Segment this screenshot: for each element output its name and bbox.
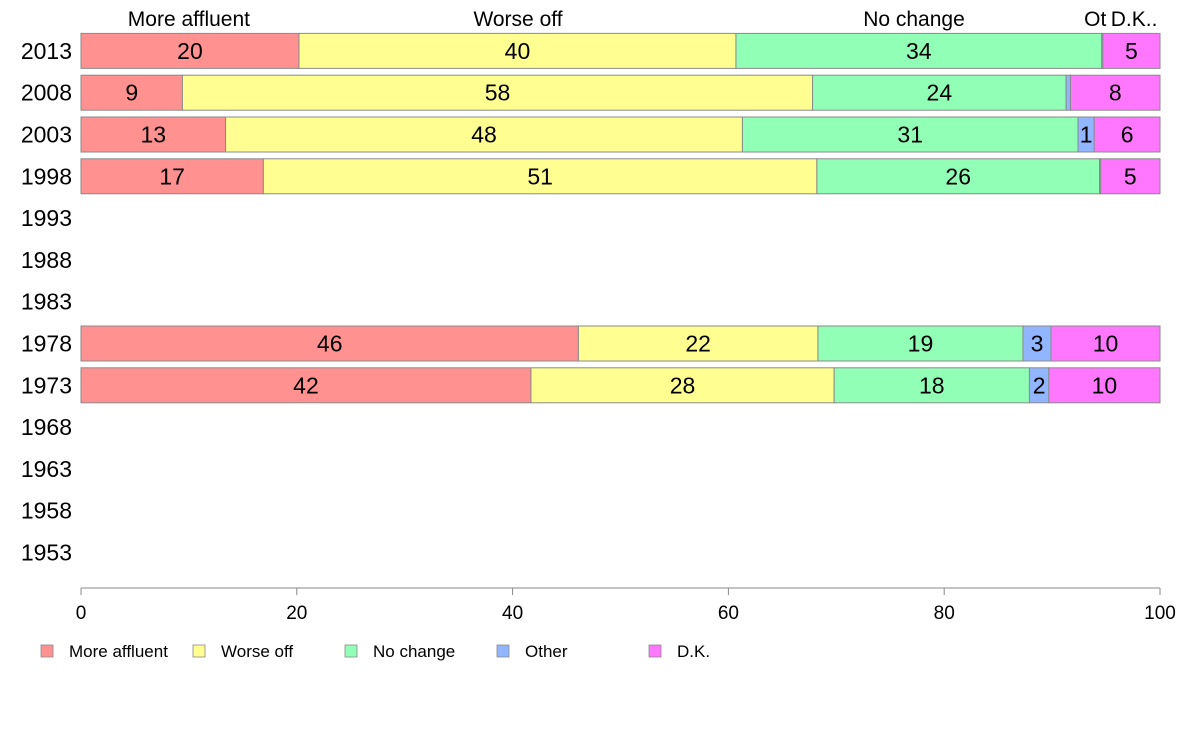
bar-value-label: 42	[293, 372, 319, 398]
bar-value-label: 17	[159, 163, 185, 189]
bar-segment	[817, 325, 1024, 362]
bar-value-label: 1	[1080, 122, 1093, 148]
bars: 20 40 34 5 9 58 24 8 13 48 31 1 6 17 51 26 5 46 22 19 3 10 42 2…	[80, 32, 1161, 404]
bar-segment	[1093, 116, 1161, 153]
series-header-label: Worse off	[473, 8, 562, 31]
legend-label: Worse off	[221, 642, 293, 661]
bar-value-label: 48	[471, 122, 497, 148]
y-tick-label: 1978	[21, 331, 72, 357]
bar-value-label: 9	[125, 80, 138, 106]
y-tick-label: 1953	[21, 540, 72, 566]
bar-value-label: 8	[1109, 80, 1122, 106]
bar-value-label: 31	[897, 122, 923, 148]
bar-segment	[1100, 158, 1161, 195]
x-axis: 0 20 40 60 80 100	[76, 587, 1176, 624]
bar-value-label: 34	[906, 38, 932, 64]
legend-swatch	[344, 644, 358, 658]
bar-segment	[530, 367, 835, 404]
x-tick-label: 0	[76, 603, 87, 624]
bar-segment	[1069, 74, 1161, 111]
bar-segment	[80, 367, 532, 404]
bar-segment	[735, 32, 1103, 69]
bar-segment	[298, 32, 737, 69]
legend-swatch	[40, 644, 54, 658]
bar-value-label: 46	[317, 331, 343, 357]
legend-swatch	[496, 644, 510, 658]
bar-value-label: 2	[1033, 372, 1046, 398]
bar-value-label: 24	[927, 80, 953, 106]
x-tick-label: 40	[502, 603, 523, 624]
bar-segment	[80, 32, 300, 69]
bar-value-label: 10	[1093, 331, 1119, 357]
legend-label: More affluent	[69, 642, 168, 661]
series-header-labels: More affluent Worse off No change Ot D.K..	[128, 8, 1158, 31]
y-tick-label: 1963	[21, 456, 72, 482]
bar-segment	[741, 116, 1079, 153]
y-tick-label: 2013	[21, 38, 72, 64]
series-header-label: D.K..	[1111, 8, 1158, 31]
bar-segment	[1102, 32, 1161, 69]
legend-swatch	[648, 644, 662, 658]
y-tick-label: 1993	[21, 205, 72, 231]
x-tick-label: 60	[718, 603, 739, 624]
bar-segment	[80, 116, 227, 153]
bar-value-label: 13	[140, 122, 166, 148]
bar-segment	[262, 158, 818, 195]
bar-segment	[1065, 74, 1071, 111]
bar-segment	[225, 116, 743, 153]
bar-value-label: 40	[505, 38, 531, 64]
series-header-label: No change	[863, 8, 965, 31]
y-tick-label: 1988	[21, 247, 72, 273]
series-header-label: Ot	[1084, 8, 1106, 31]
y-tick-label: 1983	[21, 289, 72, 315]
legend-label: No change	[373, 642, 455, 661]
bar-value-label: 58	[485, 80, 511, 106]
bar-segment	[812, 74, 1067, 111]
legend-label: Other	[525, 642, 568, 661]
y-tick-label: 2008	[21, 80, 72, 106]
y-tick-label: 1998	[21, 163, 72, 189]
y-tick-label: 1973	[21, 372, 72, 398]
bar-value-label: 26	[945, 163, 971, 189]
bar-value-label: 19	[908, 331, 934, 357]
bar-segment	[1048, 367, 1161, 404]
bar-value-label: 18	[919, 372, 945, 398]
bar-segment	[816, 158, 1101, 195]
bar-segment	[80, 74, 183, 111]
bar-segment	[80, 325, 579, 362]
x-tick-label: 100	[1144, 603, 1176, 624]
bar-value-label: 6	[1121, 122, 1134, 148]
bar-segment	[181, 74, 814, 111]
x-tick-label: 80	[934, 603, 955, 624]
bar-value-label: 20	[177, 38, 203, 64]
y-axis-labels: 2013 2008 2003 1998 1993 1988 1983 1978 1973 1968…	[21, 38, 72, 566]
legend: More affluent Worse off No change Other D.K.	[40, 642, 710, 661]
bar-segment	[1022, 325, 1052, 362]
bar-value-label: 51	[527, 163, 553, 189]
bar-value-label: 5	[1124, 163, 1137, 189]
y-tick-label: 2003	[21, 122, 72, 148]
bar-segment	[1050, 325, 1161, 362]
bar-value-label: 10	[1092, 372, 1118, 398]
x-tick-label: 20	[286, 603, 307, 624]
legend-swatch	[192, 644, 206, 658]
bar-value-label: 3	[1031, 331, 1044, 357]
y-tick-label: 1968	[21, 414, 72, 440]
series-header-label: More affluent	[128, 8, 250, 31]
y-tick-label: 1958	[21, 498, 72, 524]
bar-value-label: 22	[685, 331, 711, 357]
bar-value-label: 5	[1125, 38, 1138, 64]
bar-value-label: 28	[670, 372, 696, 398]
legend-label: D.K.	[677, 642, 710, 661]
